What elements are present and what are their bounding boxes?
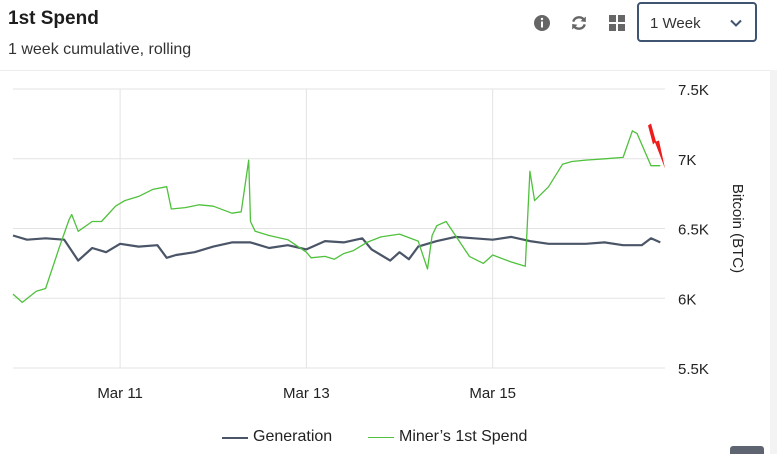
header-divider: [0, 70, 770, 71]
legend-swatch-generation: [222, 437, 248, 439]
legend-label-generation: Generation: [253, 428, 333, 445]
legend-swatch-miners-first-spend: [368, 437, 394, 438]
y-tick-labels: 5.5K 6K 6.5K 7K 7.5K: [678, 82, 709, 378]
y-tick-label: 7.5K: [678, 82, 709, 99]
scrollbar-track[interactable]: [770, 70, 777, 454]
refresh-icon[interactable]: [569, 13, 589, 33]
series-line-miners-first-spend[interactable]: [12, 130, 661, 304]
y-tick-label: 6K: [678, 291, 696, 308]
x-tick-label: Mar 13: [283, 385, 330, 402]
grid-icon[interactable]: [607, 13, 627, 33]
chevron-down-icon: [730, 19, 742, 27]
range-select[interactable]: 1 Week: [637, 2, 757, 42]
feedback-tab[interactable]: [730, 446, 764, 454]
info-icon[interactable]: [532, 13, 552, 33]
line-chart: 5.5K 6K 6.5K 7K 7.5K Mar 11 Mar 13 Mar 15 Bitc…: [12, 82, 746, 402]
range-select-value: 1 Week: [650, 15, 701, 32]
x-tick-labels: Mar 11 Mar 13 Mar 15: [97, 385, 516, 402]
y-axis-label: Bitcoin (BTC): [729, 184, 746, 273]
y-tick-label: 7K: [678, 152, 696, 169]
series-line-generation[interactable]: [12, 234, 661, 262]
chart-subtitle: 1 week cumulative, rolling: [8, 41, 192, 58]
legend-label-miners-first-spend: Miner’s 1st Spend: [399, 428, 528, 445]
x-tick-label: Mar 15: [469, 385, 516, 402]
annotation-arrow: [648, 123, 665, 169]
x-tick-label: Mar 11: [97, 385, 143, 402]
chart-title: 1st Spend: [8, 8, 99, 29]
grid-layer: [13, 88, 665, 369]
y-tick-label: 5.5K: [678, 361, 709, 378]
y-tick-label: 6.5K: [678, 222, 709, 239]
series-layer: [12, 130, 661, 304]
